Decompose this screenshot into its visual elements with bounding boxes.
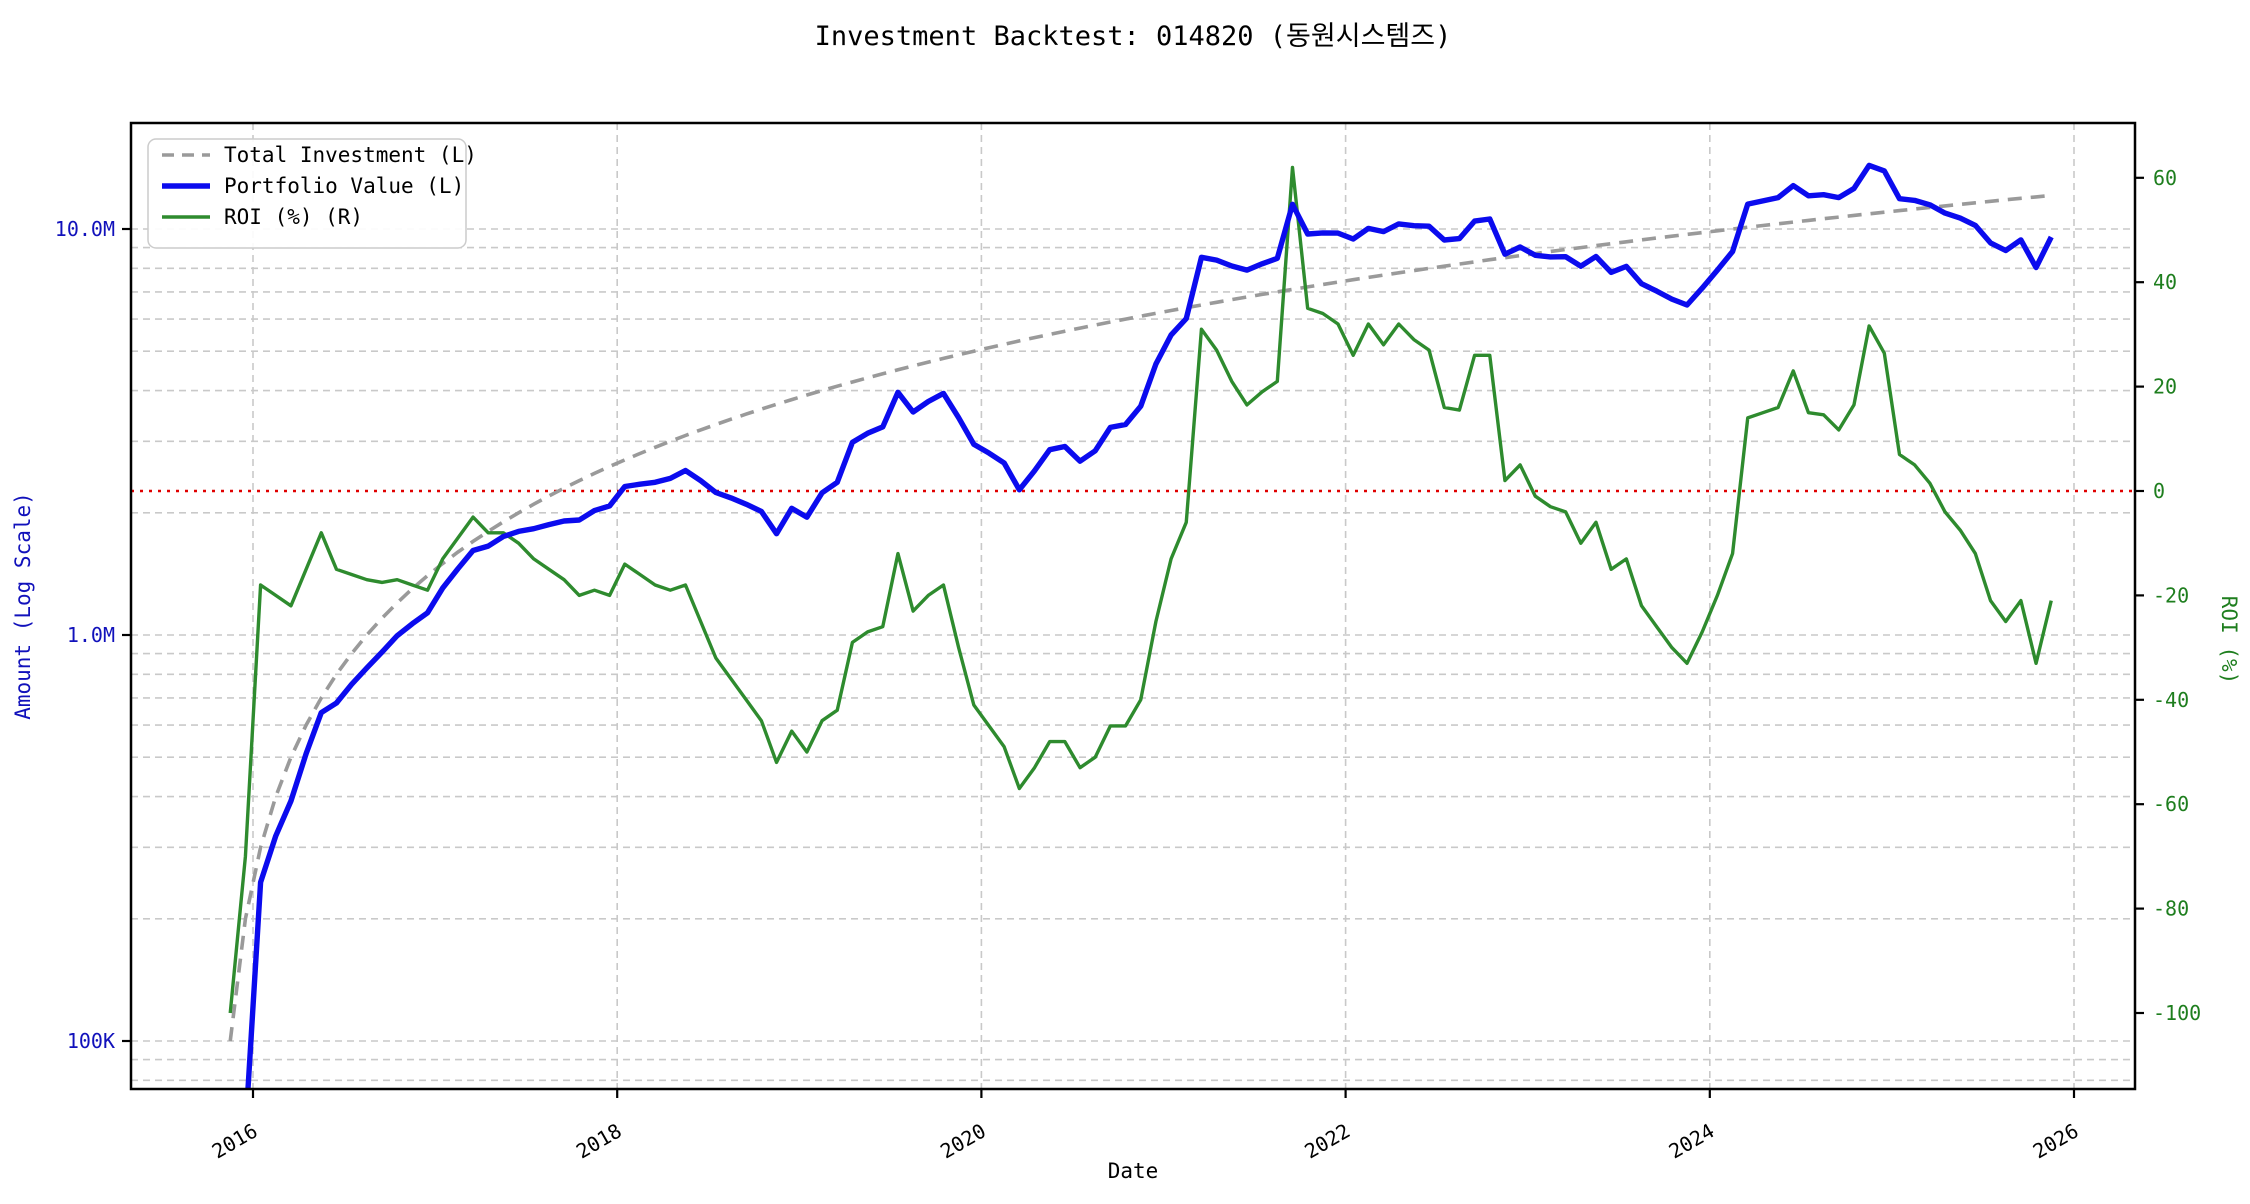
right-axis-label: ROI (%) [2217,596,2241,685]
roi-line [228,165,2053,1014]
x-tick-label: 2020 [936,1119,990,1164]
data-series [228,162,2054,1089]
right-tick-label: -40 [2153,688,2189,712]
portfolio-value-line [245,162,2054,1089]
legend: Total Investment (L) Portfolio Value (L) R… [147,138,477,249]
legend-item: Total Investment (L) [162,143,477,167]
x-axis-label: Date [1108,1159,1159,1183]
legend-label: Total Investment (L) [224,143,477,167]
plot-border [129,121,2137,1091]
legend-item: Portfolio Value (L) [162,174,464,198]
plot-spines [129,121,2137,1091]
right-tick-label: -20 [2153,583,2189,607]
left-tick-label: 100K [67,1029,115,1053]
right-tick-label: 40 [2153,270,2177,294]
right-tick-label: 0 [2153,479,2165,503]
right-tick-label: 60 [2153,166,2177,190]
right-tick-label: -60 [2153,792,2189,816]
left-axis-label: Amount (Log Scale) [11,492,35,720]
legend-item: ROI (%) (R) [162,205,363,229]
x-tick-label: 2024 [1665,1119,1719,1164]
x-tick-label: 2022 [1300,1119,1354,1164]
legend-label: Portfolio Value (L) [224,174,464,198]
x-tick-label: 2026 [2029,1119,2083,1164]
right-tick-label: -80 [2153,897,2189,921]
legend-label: ROI (%) (R) [224,205,363,229]
chart-title: Investment Backtest: 014820 (동원시스템즈) [815,21,1452,52]
x-tick-label: 2016 [208,1119,262,1164]
legend-box [147,138,467,249]
x-tick-label: 2018 [572,1119,626,1164]
right-tick-label: 20 [2153,375,2177,399]
right-tick-label: -100 [2153,1001,2201,1025]
left-tick-label: 10.0M [55,217,115,241]
left-tick-label: 1.0M [67,623,115,647]
axis-ticks: 100K 1.0M 10.0M 60 40 20 0 -20 -40 -60 -80 -100 2016… [55,166,2201,1164]
total-investment-line [228,193,2052,1042]
